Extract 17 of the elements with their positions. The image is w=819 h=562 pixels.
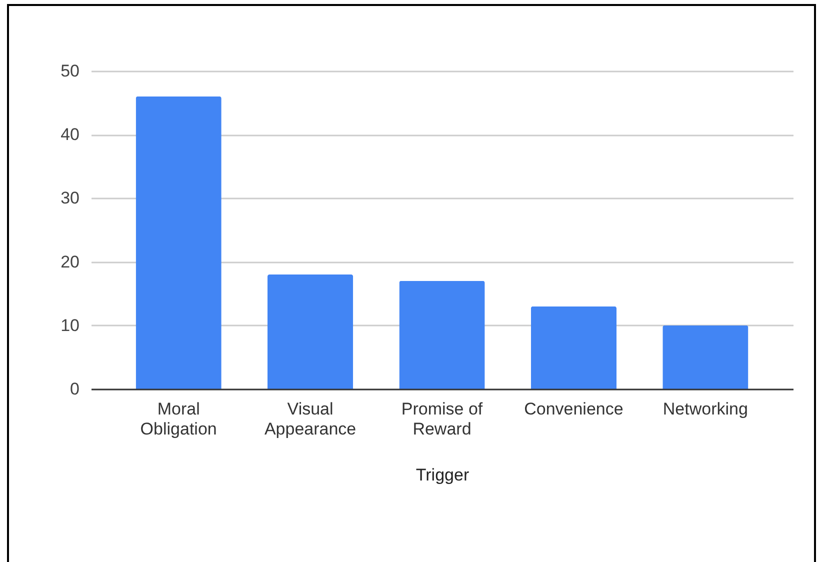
y-tick-label: 50 <box>60 62 80 80</box>
x-tick-label: Moral Obligation <box>140 400 217 438</box>
x-tick-label: Networking <box>662 400 748 418</box>
bar <box>267 274 354 389</box>
x-tick-label: Promise of Reward <box>401 400 483 438</box>
bar <box>530 306 617 389</box>
bar <box>662 325 748 389</box>
bar <box>399 280 485 389</box>
y-tick-label: 10 <box>60 316 80 335</box>
y-tick-label: 20 <box>60 252 80 272</box>
bar <box>136 96 222 389</box>
y-tick-label: 40 <box>60 125 80 144</box>
y-tick-label: 30 <box>60 188 80 208</box>
x-tick-label: Convenience <box>524 400 624 418</box>
x-axis-title: Trigger <box>416 466 470 484</box>
y-tick-label: 0 <box>70 380 80 398</box>
x-tick-label: Visual Appearance <box>264 400 356 438</box>
